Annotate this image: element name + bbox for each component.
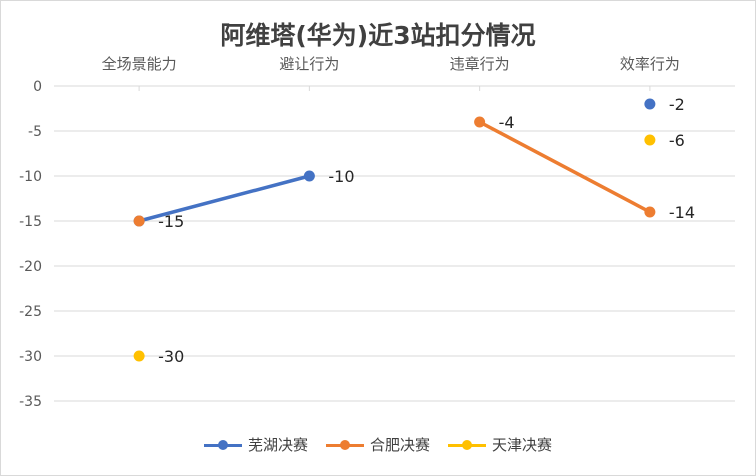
y-tick-label: -30 [19, 349, 42, 365]
data-label: -14 [669, 203, 695, 222]
legend-item-tianjin: 天津决赛 [448, 434, 552, 455]
data-point-1 [644, 206, 656, 218]
data-label: -15 [158, 212, 184, 231]
data-label: -4 [499, 113, 515, 132]
y-tick-label: -20 [19, 259, 42, 275]
chart-title: 阿维塔(华为)近3站扣分情况 [220, 21, 536, 50]
data-point-0 [303, 170, 315, 182]
data-point-2 [644, 134, 656, 146]
data-label: -6 [669, 131, 685, 150]
legend: 芜湖决赛 合肥决赛 天津决赛 [0, 434, 756, 455]
series-line-1 [477, 120, 652, 214]
data-point-2 [133, 350, 145, 362]
x-tick-label: 效率行为 [620, 55, 680, 73]
y-tick-label: -35 [19, 394, 42, 410]
y-tick-label: -10 [19, 169, 42, 185]
y-tick-label: -15 [19, 214, 42, 230]
legend-swatch-tianjin [448, 439, 486, 450]
y-tick-label: -5 [28, 124, 42, 140]
legend-item-hefei: 合肥决赛 [325, 434, 430, 455]
data-point-0 [644, 98, 656, 110]
data-point-1 [133, 215, 145, 227]
legend-swatch-hefei [325, 439, 364, 450]
x-tick-label: 违章行为 [450, 55, 510, 73]
legend-label-tianjin: 天津决赛 [492, 436, 553, 454]
y-tick-label: -25 [19, 304, 42, 320]
data-label: -2 [669, 95, 685, 114]
legend-swatch-wuhu [203, 439, 242, 450]
y-tick-label: 0 [33, 79, 42, 95]
data-label: -30 [158, 347, 184, 366]
x-tick-label: 全场景能力 [102, 55, 177, 73]
data-label: -10 [328, 167, 354, 186]
legend-item-wuhu: 芜湖决赛 [203, 434, 308, 455]
data-point-1 [474, 116, 486, 128]
legend-label-wuhu: 芜湖决赛 [247, 436, 308, 454]
series-line-0 [137, 174, 312, 223]
legend-label-hefei: 合肥决赛 [369, 436, 430, 454]
x-tick-label: 避让行为 [279, 55, 339, 73]
